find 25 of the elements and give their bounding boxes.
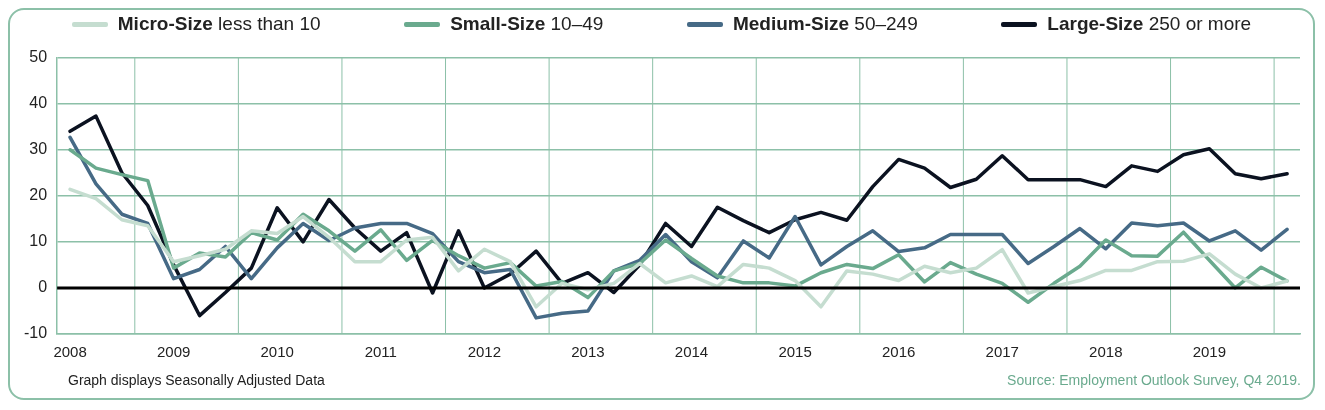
legend-label: Small-Size 10–49 xyxy=(450,13,604,34)
legend-label: Medium-Size 50–249 xyxy=(732,13,918,34)
x-tick-label: 2013 xyxy=(571,343,605,361)
x-tick-label: 2009 xyxy=(156,343,191,361)
y-tick-label: 30 xyxy=(29,140,48,158)
source-note: Source: Employment Outlook Survey, Q4 2019. xyxy=(1007,372,1301,388)
x-tick-label: 2019 xyxy=(1192,343,1227,361)
x-tick-label: 2015 xyxy=(778,343,812,361)
x-tick-label: 2014 xyxy=(674,343,709,361)
y-tick-label: 40 xyxy=(29,94,48,112)
legend-label: Micro-Size less than 10 xyxy=(117,13,321,34)
x-tick-label: 2011 xyxy=(364,343,397,361)
text: Graph displays Seasonally Adjusted Data xyxy=(68,372,325,388)
x-tick-label: 2008 xyxy=(53,343,87,361)
y-tick-label: 20 xyxy=(29,186,48,204)
x-tick-label: 2016 xyxy=(881,343,916,361)
y-tick-label: -10 xyxy=(24,324,48,342)
x-tick-label: 2010 xyxy=(260,343,294,361)
legend-label: Large-Size 250 or more xyxy=(1047,13,1252,34)
y-tick-label: 0 xyxy=(38,278,48,296)
y-tick-label: 50 xyxy=(29,48,48,66)
x-tick-label: 2017 xyxy=(985,343,1019,361)
x-tick-label: 2012 xyxy=(467,343,502,361)
y-tick-label: 10 xyxy=(29,232,48,250)
x-tick-label: 2018 xyxy=(1089,343,1123,361)
